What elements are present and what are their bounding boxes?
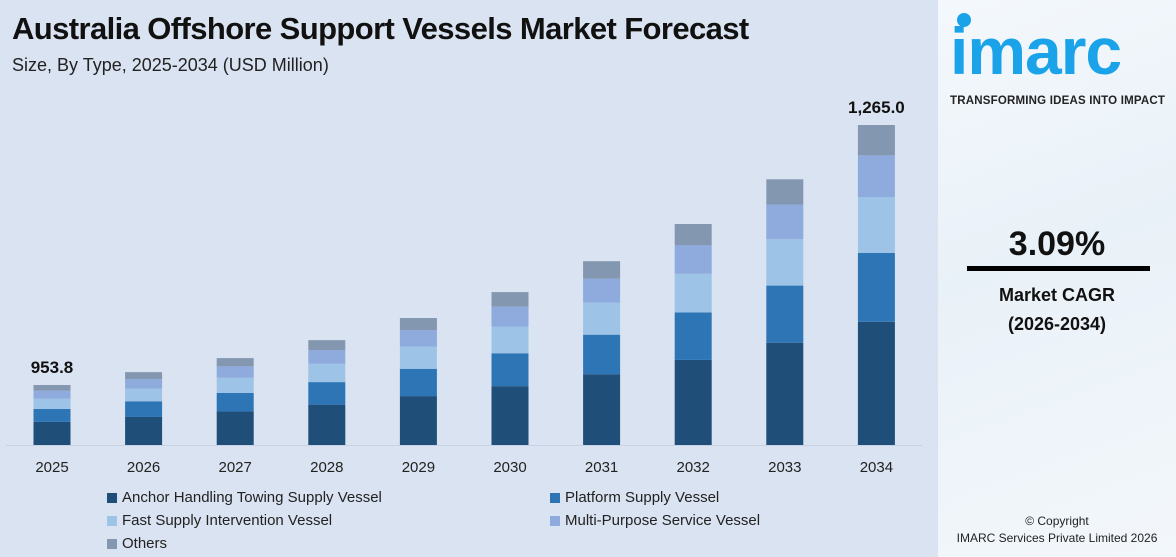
- bar-segment-2029-4: [399, 318, 437, 331]
- legend-swatch: [550, 516, 560, 526]
- bar-segment-2030-4: [491, 292, 529, 307]
- x-tick-label: 2029: [402, 459, 435, 476]
- x-tick-label: 2027: [219, 459, 252, 476]
- svg-text:imarc: imarc: [950, 14, 1121, 88]
- bar-segment-2025-2: [33, 398, 71, 410]
- data-label: 1,265.0: [848, 98, 905, 117]
- bar-segment-2026-0: [125, 416, 163, 445]
- legend-label: Multi-Purpose Service Vessel: [565, 512, 761, 529]
- bar-segment-2034-2: [857, 196, 895, 253]
- bar-segment-2031-1: [583, 334, 621, 375]
- bar-segment-2029-0: [399, 396, 437, 445]
- bar-segment-2034-1: [857, 253, 895, 322]
- bar-segment-2028-2: [308, 363, 346, 383]
- bar-segment-2031-4: [583, 261, 621, 279]
- bar-segment-2026-3: [125, 379, 163, 389]
- bar-segment-2025-3: [33, 390, 71, 399]
- bar-segment-2028-0: [308, 404, 346, 445]
- cagr-period: (2026-2034): [1007, 314, 1107, 334]
- bar-segment-2030-1: [491, 353, 529, 387]
- x-tick-label: 2032: [677, 459, 710, 476]
- bar-segment-2033-1: [766, 285, 804, 343]
- bar-segment-2025-0: [33, 421, 71, 445]
- cagr-label: Market CAGR: [998, 285, 1116, 305]
- x-tick-label: 2028: [310, 459, 343, 476]
- chart-subtitle: Size, By Type, 2025-2034 (USD Million): [12, 55, 329, 75]
- bar-segment-2029-3: [399, 330, 437, 347]
- bar-segment-2033-2: [766, 239, 804, 286]
- legend-item: Fast Supply Intervention Vessel: [107, 512, 332, 530]
- bar-segment-2033-3: [766, 204, 804, 240]
- bar-segment-2029-2: [399, 346, 437, 369]
- legend-item: Others: [107, 535, 167, 553]
- bar-segment-2031-0: [583, 374, 621, 445]
- cagr-value: 3.09%: [1008, 225, 1106, 263]
- x-tick-label: 2034: [860, 459, 893, 476]
- copyright-company: IMARC Services Private Limited 2026: [956, 531, 1158, 545]
- legend-item: Anchor Handling Towing Supply Vessel: [107, 489, 382, 507]
- legend-item: Multi-Purpose Service Vessel: [550, 512, 760, 530]
- data-label: 953.8: [31, 358, 74, 377]
- copyright: © Copyright: [1025, 514, 1089, 528]
- bar-segment-2025-4: [33, 385, 71, 391]
- legend-swatch: [107, 516, 117, 526]
- bar-segment-2026-4: [125, 372, 163, 380]
- bar-segment-2032-1: [674, 312, 712, 360]
- chart-title: Australia Offshore Support Vessels Marke…: [12, 11, 749, 46]
- bar-segment-2033-0: [766, 342, 804, 445]
- bar-segment-2032-4: [674, 224, 712, 246]
- bar-segment-2030-2: [491, 326, 529, 354]
- bar-segment-2034-4: [857, 125, 895, 156]
- bar-segment-2034-0: [857, 321, 895, 445]
- bar-segment-2031-2: [583, 302, 621, 335]
- bar-segment-2028-4: [308, 340, 346, 351]
- legend-swatch: [107, 493, 117, 503]
- bar-segment-2027-4: [216, 358, 254, 367]
- legend-label: Anchor Handling Towing Supply Vessel: [122, 489, 382, 506]
- stacked-bar-chart: 2025 953.8 2026 2027 2028 2029 2030 2031 2032 203…: [6, 98, 922, 476]
- bar-segment-2033-4: [766, 179, 804, 205]
- legend-item: Platform Supply Vessel: [550, 489, 719, 507]
- x-tick-label: 2026: [127, 459, 160, 476]
- bar-segment-2026-1: [125, 401, 163, 417]
- bar-segment-2028-1: [308, 382, 346, 405]
- bar-segment-2032-2: [674, 273, 712, 313]
- legend-swatch: [550, 493, 560, 503]
- x-tick-label: 2031: [585, 459, 618, 476]
- legend-swatch: [107, 539, 117, 549]
- bar-segment-2032-0: [674, 359, 712, 445]
- bar-segment-2027-1: [216, 392, 254, 412]
- bar-segment-2027-3: [216, 366, 254, 378]
- legend-label: Platform Supply Vessel: [565, 489, 720, 506]
- bar-segment-2028-3: [308, 350, 346, 364]
- legend-label: Fast Supply Intervention Vessel: [122, 512, 333, 529]
- bar-segment-2026-2: [125, 388, 163, 402]
- bar-segment-2034-3: [857, 155, 895, 197]
- bar-segment-2025-1: [33, 409, 71, 422]
- info-panel: imarc TRANSFORMING IDEAS INTO IMPACT 3.0…: [938, 0, 1176, 557]
- bar-segment-2030-0: [491, 386, 529, 445]
- brand-tagline: TRANSFORMING IDEAS INTO IMPACT: [950, 95, 1166, 107]
- x-tick-label: 2030: [493, 459, 526, 476]
- x-tick-label: 2033: [768, 459, 801, 476]
- bar-segment-2027-2: [216, 377, 254, 393]
- imarc-logo: imarc: [950, 13, 1122, 88]
- bar-segment-2027-0: [216, 411, 254, 445]
- bar-segment-2032-3: [674, 245, 712, 274]
- x-tick-label: 2025: [35, 459, 68, 476]
- cagr-divider: [967, 266, 1150, 271]
- legend-label: Others: [122, 535, 168, 552]
- bar-segment-2029-1: [399, 368, 437, 397]
- bar-segment-2030-3: [491, 306, 529, 327]
- bar-segment-2031-3: [583, 278, 621, 303]
